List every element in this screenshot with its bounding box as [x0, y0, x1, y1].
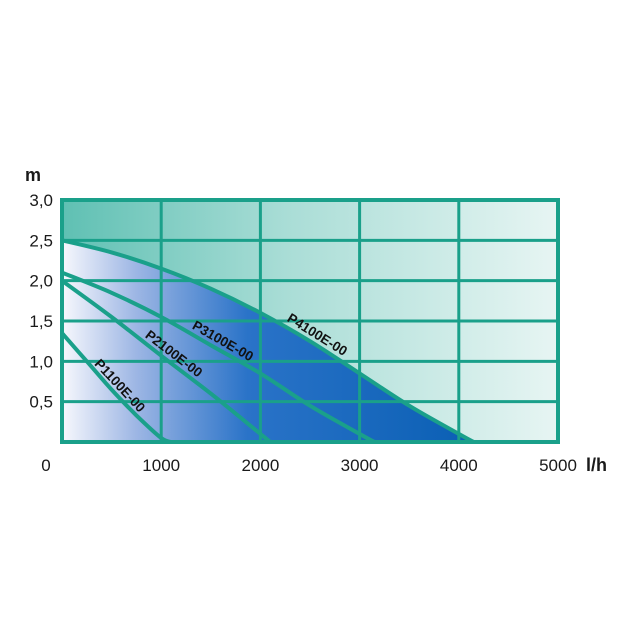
y-axis-ticks: 0,5 1,0 1,5 2,0 2,5 3,0 — [29, 191, 53, 412]
curves — [62, 238, 476, 442]
y-tick-label: 3,0 — [29, 191, 53, 210]
x-tick-label: 5000 — [539, 456, 577, 475]
y-tick-label: 2,5 — [29, 231, 53, 250]
x-tick-label: 1000 — [142, 456, 180, 475]
y-tick-label: 1,5 — [29, 312, 53, 331]
grid — [62, 200, 558, 442]
series-line-p2100e-00 — [62, 278, 273, 442]
x-tick-label: 0 — [41, 456, 50, 475]
performance-area — [62, 240, 474, 442]
series-line-p1100e-00 — [62, 331, 174, 442]
y-tick-label: 0,5 — [29, 393, 53, 412]
x-tick-label: 2000 — [241, 456, 279, 475]
x-axis-ticks: 0 1000 2000 3000 4000 5000 — [41, 456, 577, 475]
series-line-p4100e-00 — [62, 238, 476, 442]
series-line-p3100e-00 — [62, 270, 377, 442]
y-tick-label: 1,0 — [29, 352, 53, 371]
y-tick-label: 2,0 — [29, 272, 53, 291]
x-axis-unit: l/h — [586, 455, 607, 475]
x-tick-label: 3000 — [341, 456, 379, 475]
performance-area-fill — [62, 240, 474, 442]
x-tick-label: 4000 — [440, 456, 478, 475]
y-axis-unit: m — [25, 165, 41, 185]
plot-frame — [60, 198, 560, 444]
